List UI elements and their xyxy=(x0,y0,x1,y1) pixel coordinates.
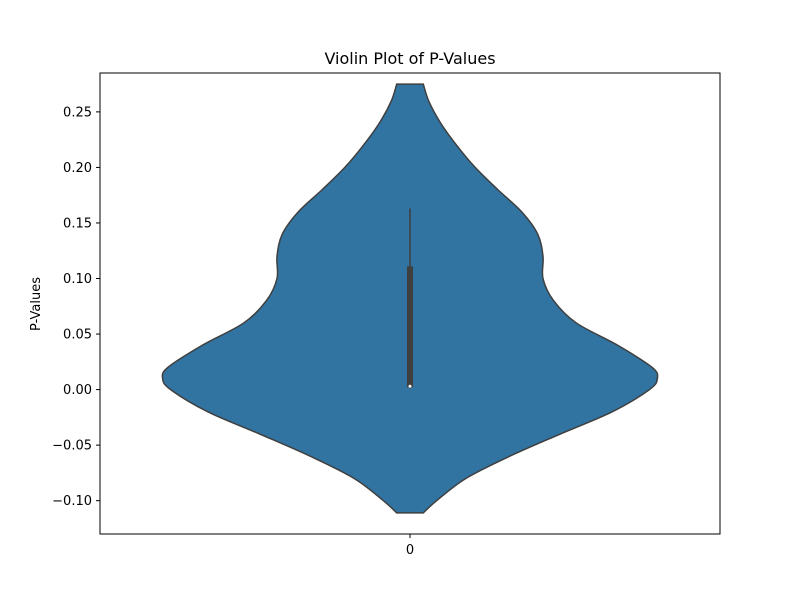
x-axis: 0 xyxy=(406,534,414,558)
y-tick-label: −0.05 xyxy=(52,439,92,454)
y-tick-label: 0.05 xyxy=(63,328,92,343)
median-point xyxy=(408,384,412,388)
iqr-box xyxy=(407,266,413,388)
y-tick-label: 0.10 xyxy=(63,272,92,287)
y-tick-label: 0.25 xyxy=(63,105,92,120)
y-tick-label: 0.15 xyxy=(63,216,92,231)
y-tick-label: 0.00 xyxy=(63,383,92,398)
y-tick-label: 0.20 xyxy=(63,161,92,176)
y-tick-label: −0.10 xyxy=(52,494,92,509)
x-tick-label: 0 xyxy=(406,543,414,558)
chart-title: Violin Plot of P-Values xyxy=(324,49,495,68)
y-axis: −0.10 −0.05 0.00 0.05 0.10 0.15 0.20 0.25 xyxy=(52,105,100,509)
plot-area xyxy=(161,83,659,514)
y-axis-label: P-Values xyxy=(29,277,44,331)
